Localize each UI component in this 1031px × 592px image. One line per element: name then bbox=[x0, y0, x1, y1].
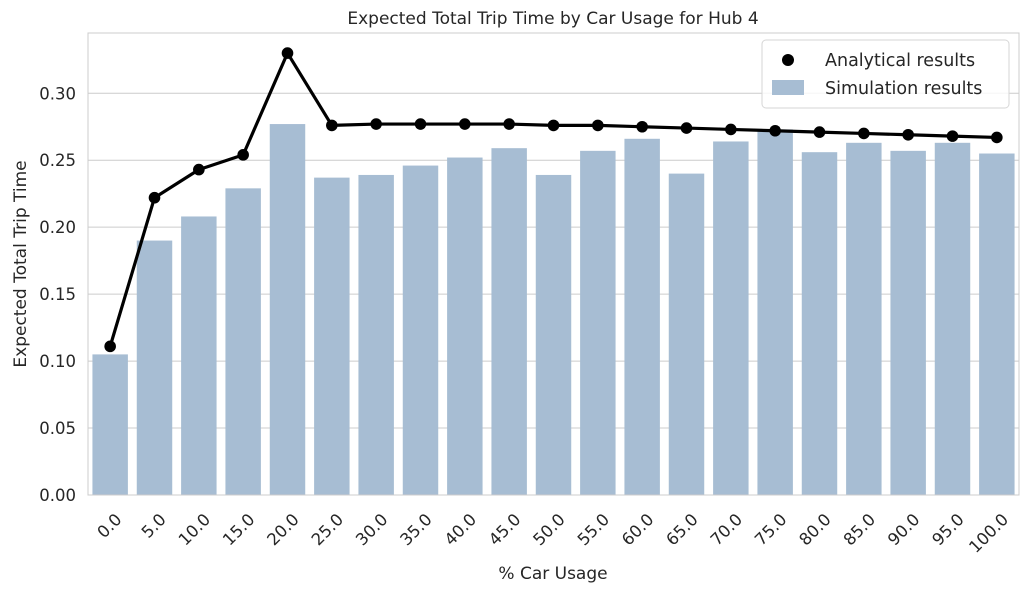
point-analytical-0.0 bbox=[104, 341, 116, 353]
legend-label-analytical: Analytical results bbox=[825, 51, 975, 71]
point-analytical-55.0 bbox=[592, 120, 604, 132]
x-tick-label: 35.0 bbox=[396, 510, 435, 549]
point-analytical-15.0 bbox=[237, 149, 249, 161]
y-tick-labels: 0.00 0.05 0.10 0.15 0.20 0.25 0.30 bbox=[39, 84, 76, 505]
x-tick-label: 25.0 bbox=[308, 510, 347, 549]
point-analytical-20.0 bbox=[282, 47, 294, 59]
x-tick-label: 70.0 bbox=[707, 510, 746, 549]
bar-simulation-65.0 bbox=[669, 174, 704, 495]
x-tick-label: 75.0 bbox=[751, 510, 790, 549]
bar-simulation-15.0 bbox=[225, 188, 260, 495]
bar-simulation-25.0 bbox=[314, 178, 349, 495]
legend-swatch-simulation bbox=[772, 80, 804, 95]
y-tick-label: 0.30 bbox=[39, 84, 76, 103]
x-tick-label: 10.0 bbox=[175, 510, 214, 549]
x-tick-label: 20.0 bbox=[263, 510, 302, 549]
bar-simulation-70.0 bbox=[713, 141, 748, 495]
point-analytical-10.0 bbox=[193, 164, 205, 176]
y-axis-label: Expected Total Trip Time bbox=[11, 160, 31, 367]
y-tick-label: 0.05 bbox=[39, 419, 76, 438]
x-tick-label: 45.0 bbox=[485, 510, 524, 549]
x-tick-label: 30.0 bbox=[352, 510, 391, 549]
bar-simulation-10.0 bbox=[181, 216, 216, 495]
bar-simulation-5.0 bbox=[137, 241, 172, 495]
bar-simulation-45.0 bbox=[491, 148, 526, 495]
bar-simulation-75.0 bbox=[757, 129, 792, 495]
x-axis-label: % Car Usage bbox=[498, 564, 607, 584]
point-analytical-70.0 bbox=[725, 124, 737, 136]
bar-simulation-95.0 bbox=[935, 143, 970, 495]
bar-simulation-50.0 bbox=[536, 175, 571, 495]
point-analytical-85.0 bbox=[858, 128, 870, 140]
y-tick-label: 0.00 bbox=[39, 486, 76, 505]
y-tick-label: 0.25 bbox=[39, 151, 76, 170]
legend: Analytical results Simulation results bbox=[762, 40, 1009, 108]
x-tick-label: 40.0 bbox=[441, 510, 480, 549]
bars bbox=[92, 124, 1014, 495]
x-tick-label: 5.0 bbox=[138, 510, 170, 542]
point-analytical-40.0 bbox=[459, 118, 471, 130]
bar-simulation-85.0 bbox=[846, 143, 881, 495]
x-tick-label: 55.0 bbox=[574, 510, 613, 549]
bar-simulation-55.0 bbox=[580, 151, 615, 495]
point-analytical-100.0 bbox=[991, 132, 1003, 144]
bar-simulation-30.0 bbox=[358, 175, 393, 495]
point-analytical-60.0 bbox=[636, 121, 648, 133]
x-tick-label: 80.0 bbox=[795, 510, 834, 549]
bar-simulation-40.0 bbox=[447, 158, 482, 495]
point-analytical-95.0 bbox=[947, 130, 959, 142]
bar-simulation-20.0 bbox=[270, 124, 305, 495]
point-analytical-65.0 bbox=[681, 122, 693, 134]
x-tick-label: 65.0 bbox=[662, 510, 701, 549]
bar-simulation-100.0 bbox=[979, 154, 1014, 495]
point-analytical-90.0 bbox=[902, 129, 914, 141]
x-tick-label: 50.0 bbox=[529, 510, 568, 549]
point-analytical-5.0 bbox=[149, 192, 161, 204]
point-analytical-25.0 bbox=[326, 120, 338, 132]
x-tick-labels: 0.0 5.0 10.0 15.0 20.0 25.0 30.0 35.0 40.0 45.0 50… bbox=[93, 510, 1012, 557]
bar-simulation-80.0 bbox=[802, 152, 837, 495]
bar-simulation-0.0 bbox=[92, 354, 127, 495]
y-tick-label: 0.15 bbox=[39, 285, 76, 304]
legend-label-simulation: Simulation results bbox=[825, 79, 982, 99]
bar-simulation-60.0 bbox=[624, 139, 659, 495]
x-tick-label: 60.0 bbox=[618, 510, 657, 549]
point-analytical-30.0 bbox=[370, 118, 382, 130]
point-analytical-75.0 bbox=[769, 125, 781, 137]
x-tick-label: 95.0 bbox=[928, 510, 967, 549]
bar-simulation-90.0 bbox=[890, 151, 925, 495]
x-tick-label: 15.0 bbox=[219, 510, 258, 549]
x-tick-label: 0.0 bbox=[93, 510, 125, 542]
point-analytical-50.0 bbox=[548, 120, 560, 132]
y-tick-label: 0.20 bbox=[39, 218, 76, 237]
point-analytical-80.0 bbox=[814, 126, 826, 138]
x-tick-label: 90.0 bbox=[884, 510, 923, 549]
x-tick-label: 85.0 bbox=[840, 510, 879, 549]
x-tick-label: 100.0 bbox=[965, 510, 1012, 557]
point-analytical-35.0 bbox=[415, 118, 427, 130]
point-analytical-45.0 bbox=[503, 118, 515, 130]
legend-marker-analytical bbox=[782, 54, 794, 66]
chart-title: Expected Total Trip Time by Car Usage fo… bbox=[347, 9, 758, 29]
y-tick-label: 0.10 bbox=[39, 352, 76, 371]
bar-simulation-35.0 bbox=[403, 166, 438, 495]
